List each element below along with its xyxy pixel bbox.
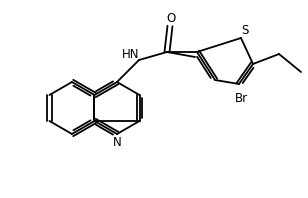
Text: N: N <box>113 135 121 148</box>
Text: Br: Br <box>234 91 248 105</box>
Text: O: O <box>166 11 176 25</box>
Text: S: S <box>241 24 249 36</box>
Text: HN: HN <box>122 48 140 61</box>
